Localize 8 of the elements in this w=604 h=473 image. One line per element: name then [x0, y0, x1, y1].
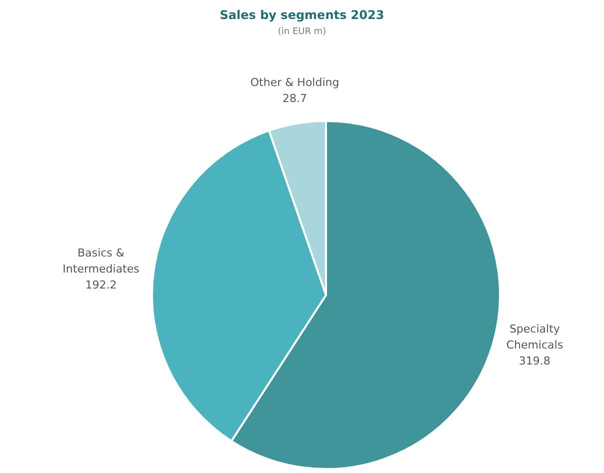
data-label: 192.2 [85, 278, 117, 292]
slice-label: Specialty Chemicals [506, 322, 564, 352]
chart-title: Sales by segments 2023 [218, 8, 386, 22]
data-label: 28.7 [282, 92, 308, 105]
slice-label: Basics & Intermediates [62, 246, 140, 276]
data-label: 319.8 [518, 354, 550, 368]
slice-label: Other & Holding [250, 76, 340, 89]
chart-subtitle: (in EUR m) [276, 27, 328, 37]
